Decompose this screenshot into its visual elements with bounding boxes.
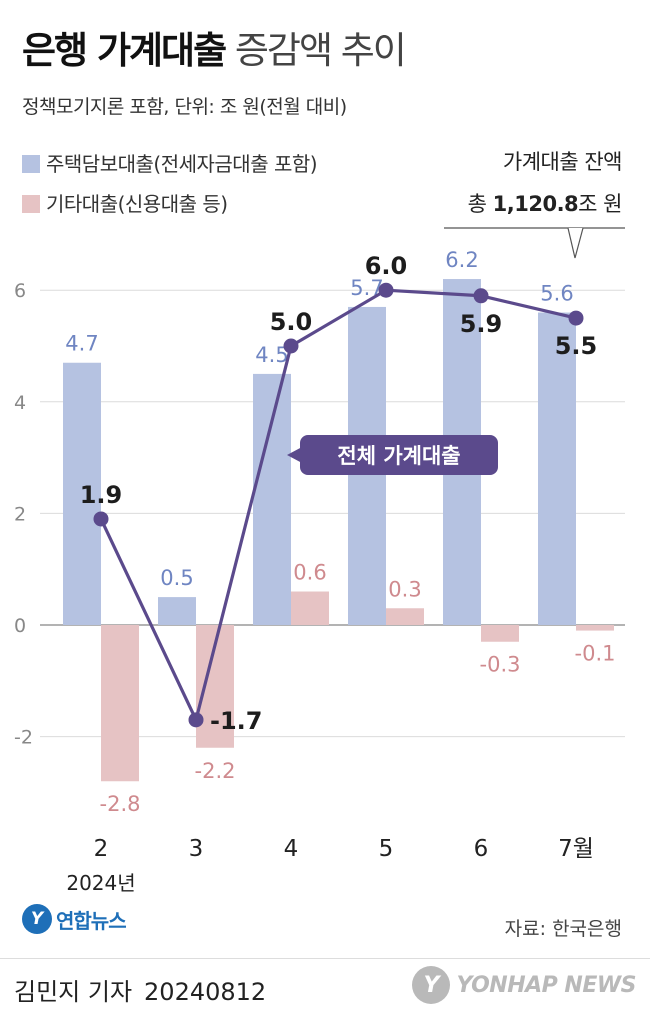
line-label-total: 1.9 — [80, 481, 123, 509]
point-total — [378, 282, 394, 298]
line-total — [99, 288, 577, 722]
balance-value: 1,120.8 — [492, 192, 579, 216]
credit: 김민지 기자 20240812 — [14, 972, 266, 1007]
bar-mortgage — [158, 597, 196, 625]
bar-label-other: -0.3 — [480, 653, 521, 677]
bar-label-mortgage: 4.7 — [65, 332, 98, 356]
footer-bar — [0, 958, 650, 1027]
legend-swatch-other — [22, 195, 40, 213]
balance-label: 가계대출 잔액 — [502, 150, 623, 174]
bar-mortgage — [253, 373, 291, 625]
legend-other: 기타대출(신용대출 등) — [22, 188, 228, 217]
y-tick-label: -2 — [14, 727, 33, 749]
bar-mortgage — [63, 362, 101, 625]
line-label-total: 5.0 — [270, 308, 313, 336]
source-note: 자료: 한국은행 — [504, 918, 622, 940]
title-light: 증감액 추이 — [234, 29, 407, 72]
bar-label-mortgage: 0.5 — [160, 566, 193, 590]
legend-mortgage: 주택담보대출(전세자금대출 포함) — [22, 148, 318, 177]
total-callout-box — [300, 435, 498, 475]
balance-unit: 조 원 — [578, 192, 622, 216]
balance-prefix: 총 — [467, 192, 487, 216]
total-callout-pointer — [287, 447, 302, 463]
year-label: 2024년 — [66, 871, 135, 895]
bar-other — [481, 625, 519, 642]
bar-label-other: -2.8 — [100, 792, 141, 816]
yonhap-logo: Y 연합뉴스 — [22, 904, 127, 934]
bar-label-other: 0.3 — [388, 577, 421, 601]
line-label-total: 5.9 — [460, 310, 503, 338]
x-tick-label: 2 — [94, 836, 109, 862]
point-total — [93, 511, 109, 527]
y-tick-label: 0 — [14, 615, 26, 637]
legend-label-other: 기타대출(신용대출 등) — [46, 192, 228, 216]
logo-mark-icon: Y — [22, 904, 52, 934]
point-total — [283, 338, 299, 354]
callout-pointer — [567, 227, 584, 259]
balance-total: 총 1,120.8조 원 — [467, 188, 623, 218]
x-tick-label: 6 — [474, 836, 489, 862]
point-total — [473, 288, 489, 304]
bar-label-mortgage: 6.2 — [445, 248, 478, 272]
y-tick-label: 4 — [14, 392, 26, 414]
bar-other — [386, 608, 424, 625]
watermark-mark-icon: Y — [412, 966, 451, 1004]
chart-title: 은행 가계대출 증감액 추이 — [22, 20, 407, 74]
line-label-total: -1.7 — [210, 707, 262, 735]
bar-label-other: -0.1 — [575, 642, 616, 666]
line-label-total: 5.5 — [555, 332, 598, 360]
x-tick-label: 3 — [189, 836, 204, 862]
bar-label-other: -2.2 — [195, 759, 236, 783]
point-total — [568, 310, 584, 326]
bar-label-other: 0.6 — [293, 561, 326, 585]
reporter-name: 김민지 기자 — [14, 978, 133, 1006]
bar-label-mortgage: 5.6 — [540, 282, 573, 306]
bar-other — [576, 625, 614, 631]
bar-other — [101, 625, 139, 782]
chart-subtitle: 정책모기지론 포함, 단위: 조 원(전월 대비) — [22, 96, 347, 118]
bar-label-mortgage: 4.5 — [255, 343, 288, 367]
watermark-text: YONHAP NEWS — [456, 972, 636, 998]
chart-canvas: -202464.7-2.80.5-2.24.50.65.70.36.2-0.35… — [14, 227, 625, 895]
x-tick-label: 5 — [379, 836, 394, 862]
total-callout-label: 전체 가계대출 — [337, 444, 460, 468]
yonhap-watermark: Y YONHAP NEWS — [412, 966, 636, 1004]
legend-label-mortgage: 주택담보대출(전세자금대출 포함) — [46, 152, 318, 176]
balance-annotation: 가계대출 잔액 총 1,120.8조 원 — [467, 146, 623, 218]
x-tick-label: 4 — [284, 836, 299, 862]
credit-date: 20240812 — [144, 978, 267, 1006]
x-tick-label: 7월 — [558, 836, 594, 862]
point-total — [188, 712, 204, 728]
bar-mortgage — [538, 312, 576, 625]
y-tick-label: 6 — [14, 280, 26, 302]
y-tick-label: 2 — [14, 503, 26, 525]
line-label-total: 6.0 — [365, 252, 408, 280]
logo-text: 연합뉴스 — [56, 908, 127, 933]
legend-swatch-mortgage — [22, 155, 40, 173]
bar-other — [291, 591, 329, 625]
title-bold: 은행 가계대출 — [22, 29, 227, 72]
